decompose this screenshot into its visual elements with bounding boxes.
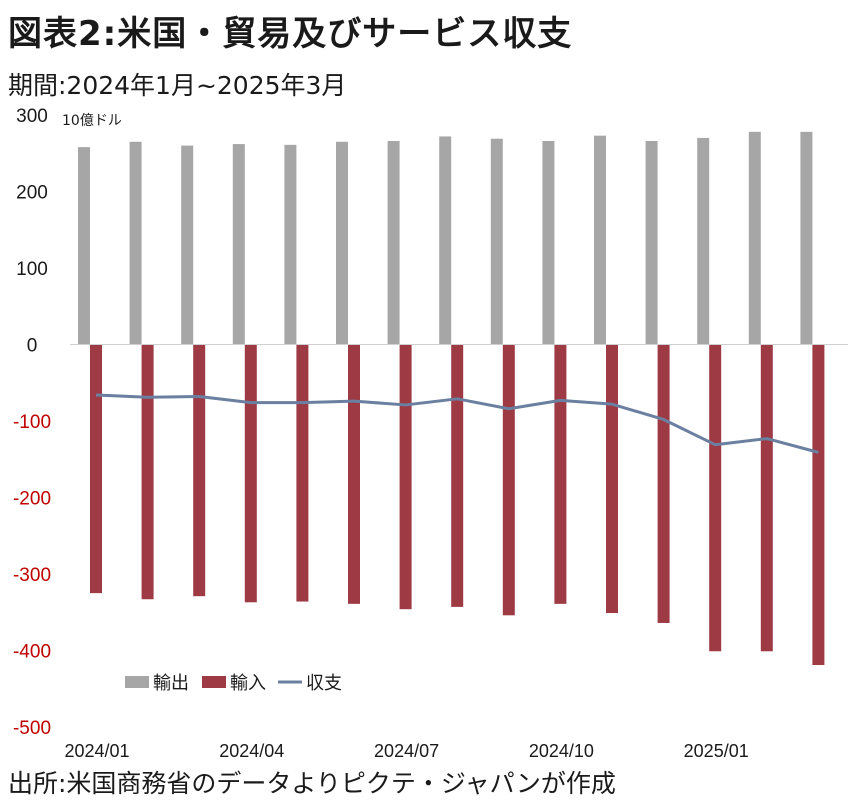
import-bar (296, 344, 309, 602)
y-tick-label: -400 (13, 642, 51, 663)
y-tick-label: 0 (27, 336, 38, 357)
chart-period: 期間:2024年1月~2025年3月 (8, 71, 347, 100)
x-tick-label: 2024/10 (529, 741, 594, 761)
y-tick-label: -300 (13, 565, 51, 586)
import-bar (606, 344, 618, 614)
y-tick-label: -500 (13, 718, 51, 739)
import-bar (399, 344, 412, 610)
y-axis-ticks: 300 200 100 0 -100 -200 -300 -400 -500 (13, 106, 51, 739)
export-bar (232, 144, 245, 345)
export-bar (490, 138, 503, 345)
export-bar (181, 145, 194, 345)
export-bar (78, 147, 90, 345)
chart-title: 図表2:米国・貿易及びサービス収支 (8, 14, 573, 54)
export-bar (748, 131, 761, 345)
export-bar (387, 141, 400, 345)
y-tick-label: -100 (13, 412, 51, 433)
export-bar (336, 141, 348, 345)
import-bar (451, 344, 464, 607)
export-bar (800, 131, 813, 345)
export-bar (439, 136, 452, 345)
export-bar (542, 141, 555, 345)
x-axis-ticks: 2024/01 2024/04 2024/07 2024/10 2025/01 (64, 741, 748, 761)
export-bar (594, 135, 606, 345)
import-bar (141, 344, 154, 600)
legend-label: 輸入 (230, 673, 266, 694)
legend-label: 収支 (306, 673, 342, 694)
y-axis-unit: 10億ドル (62, 113, 122, 129)
import-bar (348, 344, 360, 604)
y-tick-label: 200 (16, 183, 48, 204)
x-tick-label: 2024/04 (219, 741, 284, 761)
export-bar (645, 141, 658, 345)
legend-swatch (125, 676, 149, 688)
legend-swatch (202, 676, 226, 688)
export-bar (697, 137, 710, 345)
import-bar (554, 344, 567, 604)
exports-bars (78, 131, 813, 345)
import-bar (760, 344, 773, 652)
export-bar (284, 144, 297, 345)
import-bar (244, 344, 257, 603)
imports-bars (90, 344, 825, 666)
import-bar (502, 344, 515, 616)
legend: 輸出 輸入 収支 (125, 673, 342, 694)
x-tick-label: 2025/01 (684, 741, 749, 761)
legend-label: 輸出 (153, 673, 189, 694)
import-bar (193, 344, 206, 597)
export-bar (129, 141, 142, 345)
y-tick-label: -200 (13, 489, 51, 510)
x-tick-label: 2024/07 (374, 741, 439, 761)
source-note: 出所:米国商務省のデータよりピクテ・ジャパンが作成 (8, 769, 616, 798)
y-tick-label: 300 (16, 106, 48, 127)
import-bar (812, 344, 825, 666)
y-tick-label: 100 (16, 259, 48, 280)
import-bar (657, 344, 670, 623)
balance-line (95, 393, 819, 454)
import-bar (90, 344, 102, 594)
x-tick-label: 2024/01 (64, 741, 129, 761)
import-bar (709, 344, 722, 652)
